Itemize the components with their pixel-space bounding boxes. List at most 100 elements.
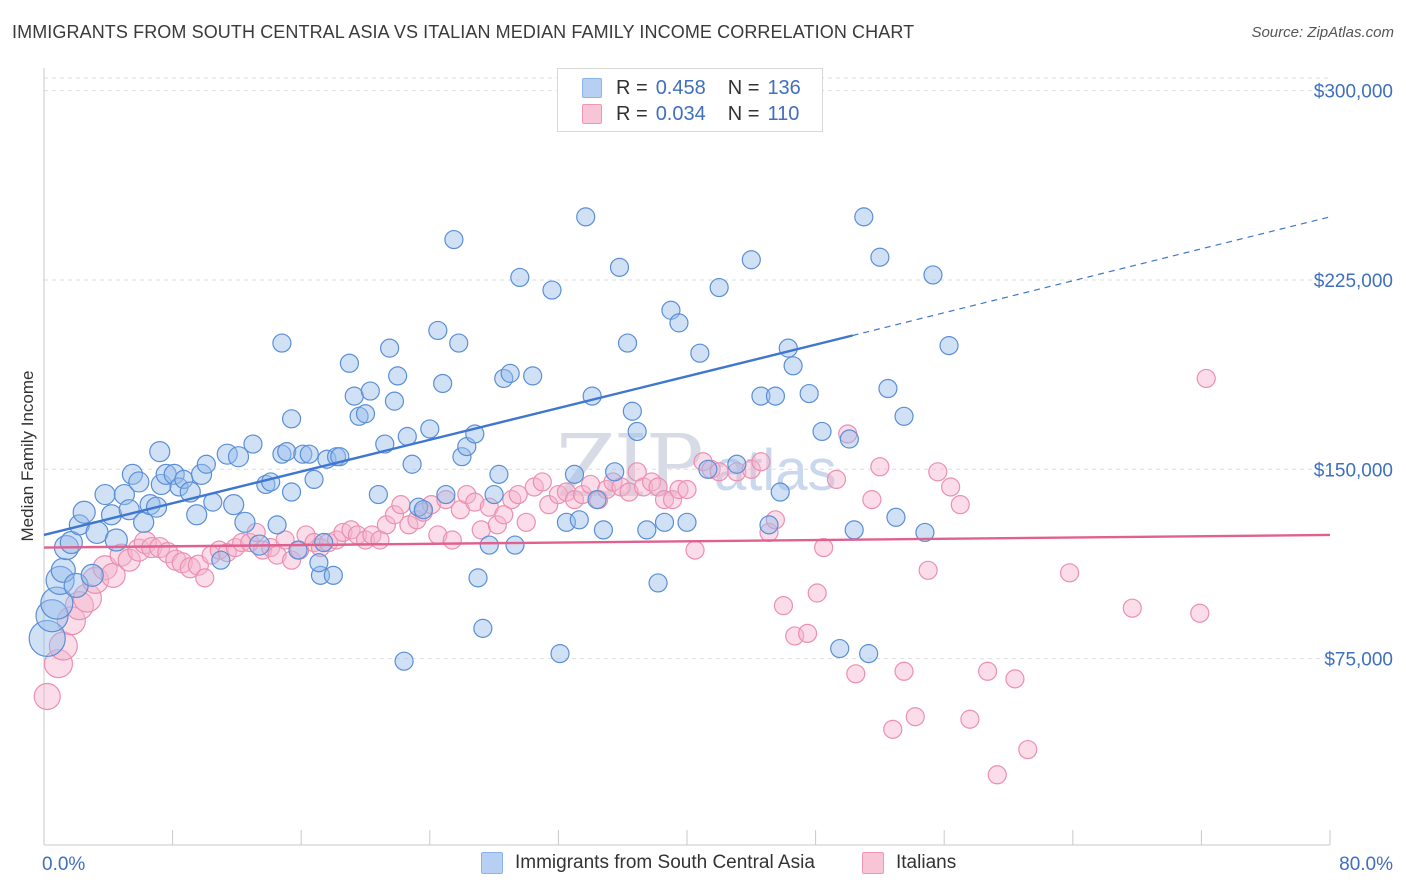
data-point-south-central-asia (484, 484, 504, 505)
legend-r-label: R = (616, 76, 648, 99)
data-point-south-central-asia (339, 353, 360, 373)
data-point-south-central-asia (323, 565, 343, 585)
series-label: Italians (896, 852, 957, 873)
data-point-south-central-asia (587, 490, 607, 510)
data-point-south-central-asia (344, 386, 364, 406)
data-point-italians (1190, 603, 1210, 623)
data-point-south-central-asia (309, 553, 329, 573)
data-point-south-central-asia (186, 504, 208, 526)
data-point-italians (870, 457, 890, 477)
legend-row-italians: R = 0.034 N = 110 (582, 102, 799, 126)
data-point-italians (1059, 563, 1080, 583)
data-point-south-central-asia (542, 280, 562, 300)
data-point-italians (232, 532, 252, 553)
data-point-south-central-asia (870, 247, 890, 267)
data-point-south-central-asia (479, 535, 499, 555)
data-point-italians (43, 649, 74, 679)
data-point-south-central-asia (812, 421, 832, 442)
x-tick-label: 80.0% (1339, 854, 1393, 875)
data-point-south-central-asia (617, 333, 638, 353)
data-point-italians (846, 664, 866, 684)
data-point-italians (597, 479, 617, 500)
data-point-italians (457, 484, 477, 505)
data-point-south-central-asia (243, 434, 263, 454)
data-point-italians (751, 452, 771, 472)
data-point-south-central-asia (380, 338, 400, 358)
data-point-south-central-asia (388, 366, 408, 386)
data-point-italians (918, 560, 938, 580)
data-point-south-central-asia (839, 429, 859, 449)
data-point-south-central-asia (569, 510, 589, 530)
data-point-italians (225, 537, 245, 558)
legend-row-south-central-asia: R = 0.458 N = 136 (582, 76, 801, 100)
data-point-south-central-asia (894, 406, 914, 426)
data-point-italians (642, 472, 662, 492)
legend-r-label: R = (616, 102, 648, 125)
data-point-south-central-asia (293, 444, 313, 464)
data-point-italians (662, 490, 683, 510)
data-point-south-central-asia (799, 383, 819, 404)
stats-legend: R = 0.458 N = 136 R = 0.034 N = 110 (557, 68, 823, 132)
data-point-south-central-asia (765, 386, 786, 406)
data-point-italians (894, 661, 914, 681)
data-point-italians (727, 462, 747, 482)
data-point-italians (941, 477, 961, 497)
data-point-italians (72, 583, 103, 613)
data-point-south-central-asia (576, 207, 596, 227)
data-point-south-central-asia (267, 515, 287, 535)
series-swatch-blue (481, 852, 503, 874)
data-point-south-central-asia (281, 482, 302, 502)
data-point-italians (532, 472, 552, 492)
data-point-italians (677, 479, 697, 500)
data-point-italians (826, 469, 847, 490)
series-legend-item-italians: Italians (862, 852, 956, 874)
data-point-italians (117, 548, 141, 572)
data-point-italians (179, 557, 201, 579)
data-point-south-central-asia (28, 619, 66, 658)
data-point-south-central-asia (778, 338, 798, 358)
trend-line-italians (43, 533, 1331, 549)
data-point-south-central-asia (854, 207, 874, 227)
axes (43, 68, 1331, 846)
data-point-south-central-asia (299, 444, 319, 464)
y-axis-title: Median Family Income (18, 370, 37, 541)
trend-lines (43, 216, 1331, 549)
data-point-south-central-asia (277, 442, 297, 462)
data-point-south-central-asia (196, 454, 216, 474)
data-point-south-central-asia (859, 644, 879, 664)
legend-r-value: 0.034 (655, 102, 706, 125)
y-tick-label: $150,000 (1314, 460, 1393, 481)
data-point-south-central-asia (939, 336, 959, 356)
data-point-italians (669, 479, 689, 500)
legend-n-label: N = (727, 76, 760, 99)
legend-r-value: 0.458 (655, 76, 706, 99)
data-point-south-central-asia (190, 463, 213, 485)
data-point-south-central-asia (669, 313, 689, 333)
data-point-italians (807, 583, 827, 603)
series-swatch-pink (862, 852, 884, 874)
data-point-italians (465, 492, 485, 512)
data-point-south-central-asia (45, 565, 75, 595)
data-point-italians (33, 682, 61, 711)
data-point-south-central-asia (627, 421, 647, 442)
data-point-italians (494, 505, 514, 525)
data-point-italians (92, 555, 118, 581)
legend-swatch-pink (582, 104, 602, 124)
data-point-south-central-asia (261, 472, 281, 492)
data-point-italians (487, 515, 507, 535)
data-point-italians (1005, 669, 1025, 689)
data-point-south-central-asia (677, 512, 697, 532)
data-point-south-central-asia (223, 494, 245, 516)
data-point-italians (1122, 598, 1142, 618)
data-point-south-central-asia (770, 482, 790, 502)
data-point-south-central-asia (473, 618, 493, 638)
data-point-south-central-asia (128, 471, 150, 493)
y-tick-label: $225,000 (1314, 271, 1393, 292)
data-point-south-central-asia (163, 463, 185, 485)
data-point-south-central-asia (494, 368, 514, 389)
data-point-italians (862, 490, 882, 510)
data-point-south-central-asia (690, 343, 710, 363)
series-label: Immigrants from South Central Asia (515, 852, 815, 873)
data-point-italians (508, 484, 528, 505)
